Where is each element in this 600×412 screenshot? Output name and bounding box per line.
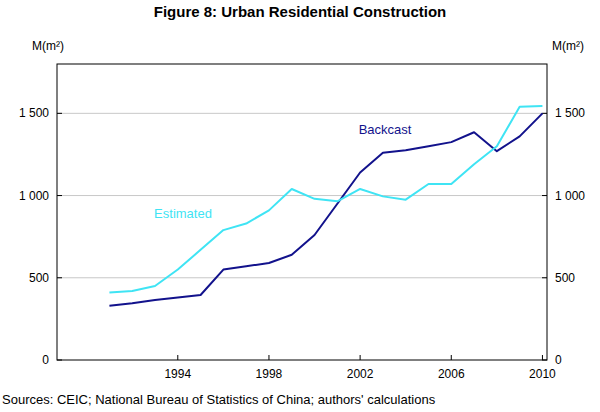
y2-tick-label: 1 500 [555,106,585,120]
chart: Figure 8: Urban Residential Construction… [0,0,600,412]
x-tick-label: 1998 [256,367,283,381]
y-tick [57,360,62,361]
y2-tick-label: 1 000 [555,189,585,203]
x-tick [542,355,543,360]
y2-tick [542,277,547,278]
y2-tick-label: 0 [555,353,562,367]
x-tick-label: 2006 [438,367,465,381]
series-line [109,106,542,293]
y-tick [57,277,62,278]
series-label: Backcast [359,122,412,137]
plot-frame [57,64,547,360]
x-tick-label: 1994 [164,367,191,381]
title: Figure 8: Urban Residential Construction [154,3,447,20]
y-label: M(m²) [32,39,64,53]
grid-line [57,195,547,196]
y-tick-label: 1 000 [19,189,49,203]
y-tick [57,113,62,114]
y-tick-label: 0 [42,353,49,367]
y2-tick [542,195,547,196]
x-tick [451,355,452,360]
y-tick [57,195,62,196]
series-group [109,106,542,306]
series-label: Estimated [154,206,212,221]
source-note: Sources: CEIC; National Bureau of Statis… [2,392,436,407]
grid-line [57,277,547,278]
series-line [109,113,542,305]
y-tick-label: 1 500 [19,106,49,120]
x-tick [268,355,269,360]
y-tick-label: 500 [29,271,49,285]
x-tick [360,355,361,360]
grid-line [57,113,547,114]
x-tick-label: 2010 [529,367,556,381]
y2-label: M(m²) [552,39,584,53]
x-tick-label: 2002 [347,367,374,381]
x-tick [177,355,178,360]
y2-tick-label: 500 [555,271,575,285]
